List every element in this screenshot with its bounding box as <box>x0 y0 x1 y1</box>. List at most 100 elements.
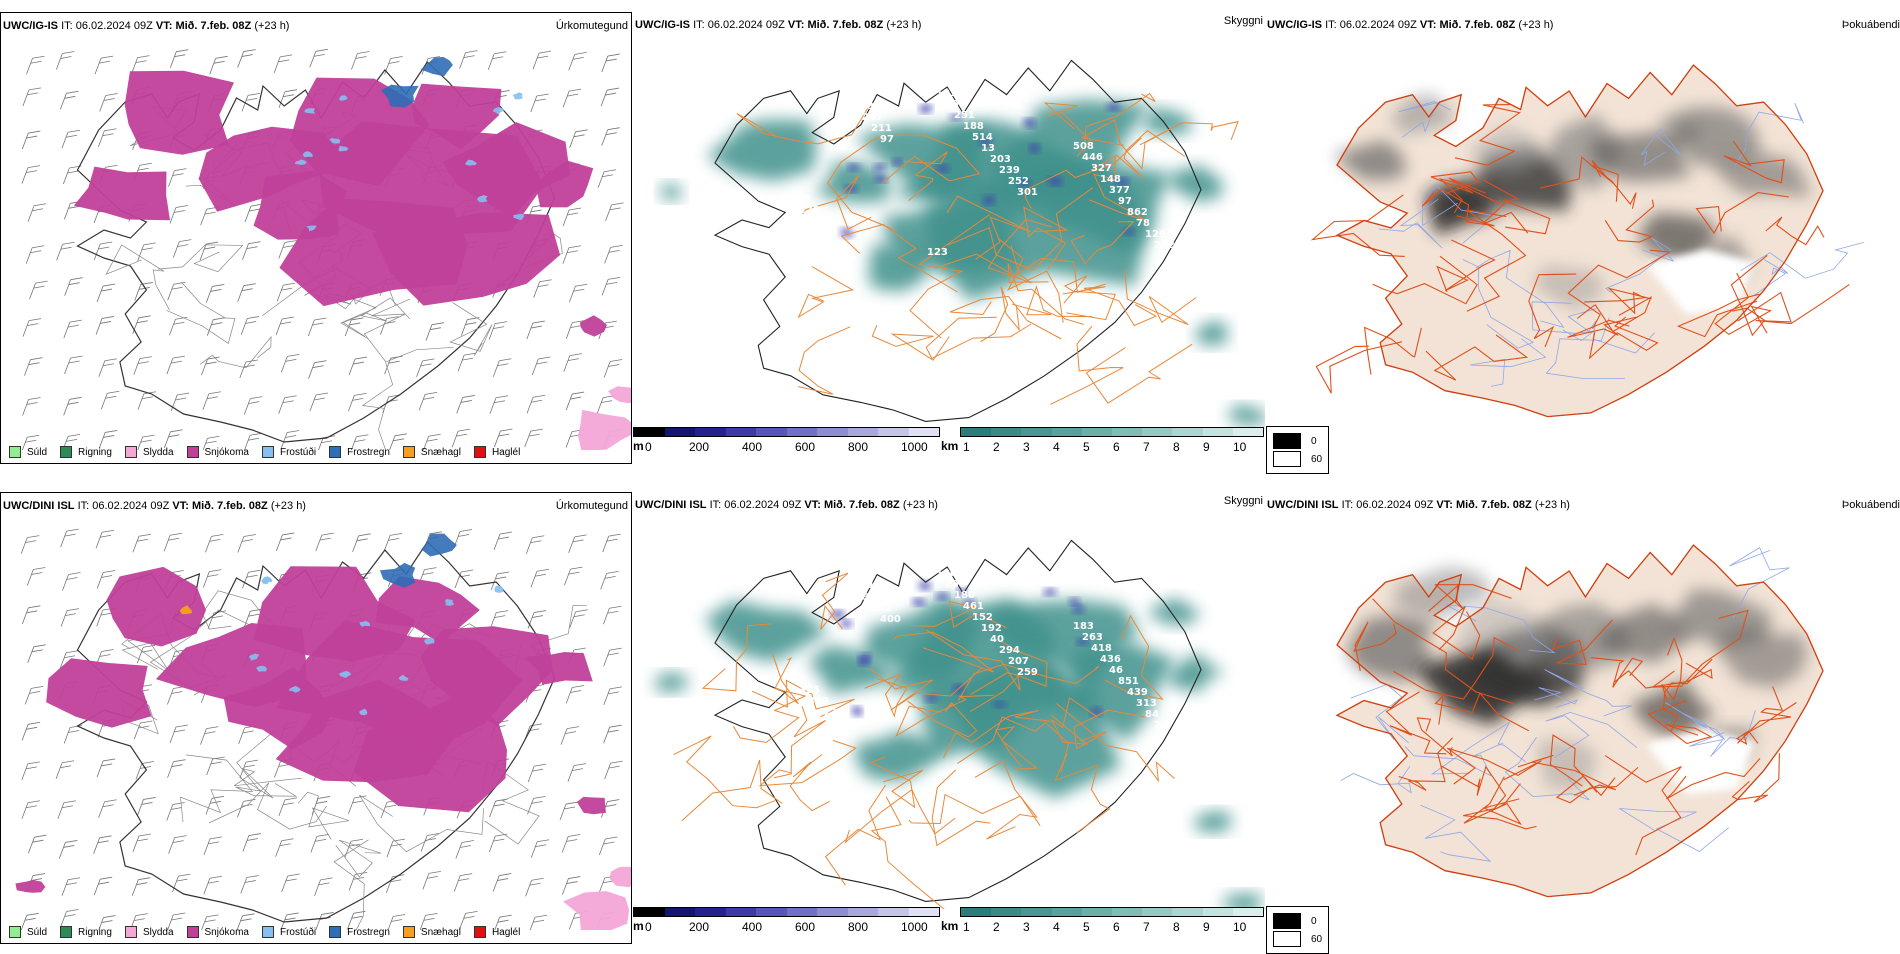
tick-label: 1 <box>963 920 970 934</box>
legend-swatch <box>473 446 486 458</box>
fog-cell <box>1346 614 1437 682</box>
height-colorbar <box>633 427 940 437</box>
legend-label: Súld <box>27 926 48 938</box>
coastline <box>713 539 1202 902</box>
legend-label: Slydda <box>142 446 174 458</box>
legend-item: Snjókoma <box>186 926 249 938</box>
visibility-value: 232 <box>1154 240 1175 251</box>
low-visibility-areas <box>660 99 1265 425</box>
height-ticks: 0 200 400 600 800 1000 <box>645 440 945 454</box>
height-cell <box>925 694 940 703</box>
colorbar-step <box>1202 428 1233 436</box>
visibility-value: 13 <box>981 143 995 154</box>
legend-label: Frostúði <box>279 446 317 458</box>
tick-label: 2 <box>993 440 1000 454</box>
height-cell <box>874 174 887 183</box>
valid-label: VT: <box>787 19 805 31</box>
freezing-drizzle-cell <box>248 653 260 661</box>
colorbar-step <box>725 908 756 916</box>
visibility-value: 20 <box>743 561 757 572</box>
colorbar-step <box>1202 908 1233 916</box>
precip-legend: Súld Rigning Slydda Snjókoma Frostúði Frostre… <box>9 446 533 458</box>
colorbar-step <box>1142 908 1173 916</box>
legend-swatch <box>402 926 415 938</box>
legend-label: Frostúði <box>279 926 317 938</box>
height-cell <box>1068 597 1080 606</box>
model-name: UWC/DINI ISL <box>1267 499 1339 511</box>
legend-label: Frostregn <box>347 926 390 938</box>
roads <box>673 572 1175 909</box>
visibility-map: 1869730123221125212926723978159203862132… <box>660 59 1265 425</box>
snow-cell <box>106 566 206 647</box>
colorbar-step <box>1232 428 1264 436</box>
freezing-drizzle-cell <box>512 92 523 100</box>
legend-label: Snjókoma <box>204 446 249 458</box>
panel-header: UWC/DINI ISL IT: 06.02.2024 09Z VT: Mið.… <box>1267 499 1570 512</box>
visibility-value: 508 <box>1073 141 1094 152</box>
fog-scale-swatch <box>1273 433 1301 449</box>
visibility-value: 100 <box>936 568 957 579</box>
colorbar-step <box>1081 428 1113 436</box>
fog-scale-legend: 0 60 <box>1266 426 1330 474</box>
visibility-value: 290 <box>945 99 966 110</box>
freezing-rain-cell <box>379 562 416 588</box>
lead-time: (+23 h) <box>270 500 306 512</box>
legend-swatch <box>329 926 342 938</box>
height-colorbar <box>633 907 940 917</box>
height-cell <box>982 195 995 205</box>
tick-label: 1 <box>963 440 970 454</box>
precip-legend: Súld Rigning Slydda Snjókoma Frostúði Frostre… <box>9 926 533 938</box>
tick-label: 600 <box>795 440 816 454</box>
precip-type-map <box>15 528 631 930</box>
visibility-value: 191 <box>936 88 957 99</box>
snow-cell <box>73 166 170 221</box>
colorbar-step <box>847 428 878 436</box>
legend-swatch <box>261 446 274 458</box>
visibility-value: 359 <box>808 696 829 707</box>
visibility-cell <box>868 243 929 292</box>
visibility-value: 207 <box>1008 656 1029 667</box>
run-label: IT: <box>709 499 722 511</box>
rivers <box>1378 101 1864 387</box>
tick-label: 400 <box>742 920 763 934</box>
tick-label: 4 <box>1053 440 1060 454</box>
legend-item: Súld <box>9 446 47 458</box>
visibility-cell <box>1193 811 1232 833</box>
colorbar-step <box>1021 908 1052 916</box>
legend-label: Frostregn <box>347 446 390 458</box>
freezing-rain-cell <box>420 56 453 77</box>
colorbar-step <box>725 428 756 436</box>
visibility-cell <box>1058 641 1176 742</box>
freezing-drizzle-cell <box>359 708 368 716</box>
visibility-value: 129 <box>1145 229 1166 240</box>
low-visibility-areas <box>654 580 1263 909</box>
height-cell <box>935 164 950 173</box>
height-cell <box>848 163 863 172</box>
visibility-value: 436 <box>1100 654 1121 665</box>
visibility-value: 152 <box>972 612 993 623</box>
legend-swatch <box>124 926 137 938</box>
freezing-drizzle-cell <box>465 159 477 166</box>
height-cell <box>1077 638 1089 646</box>
fog-cell <box>1712 626 1808 688</box>
freezing-drizzle-cell <box>338 145 349 152</box>
visibility-value: 259 <box>1017 667 1038 678</box>
freezing-drizzle-cell <box>494 585 504 593</box>
snow-cell <box>577 796 606 815</box>
colorbar-step <box>695 908 726 916</box>
freezing-drizzle-cell <box>424 637 435 645</box>
colorbar-step <box>878 908 909 916</box>
height-cell <box>858 653 871 663</box>
visibility-value: 142 <box>871 603 892 614</box>
fog-cell <box>1537 602 1630 670</box>
colorbar-step <box>1232 908 1264 916</box>
tick-label: 1000 <box>901 440 928 454</box>
height-ticks: 0 200 400 600 800 1000 <box>645 920 945 934</box>
visibility-value: 27 <box>1154 720 1168 731</box>
freezing-rain-cell <box>421 533 457 557</box>
panel-header: UWC/IG-IS IT: 06.02.2024 09Z VT: Mið. 7.… <box>635 19 921 32</box>
lead-time: (+23 h) <box>886 19 922 31</box>
run-time: 06.02.2024 09Z <box>1339 19 1417 31</box>
valid-label: VT: <box>804 499 821 511</box>
model-name: UWC/DINI ISL <box>635 499 707 511</box>
